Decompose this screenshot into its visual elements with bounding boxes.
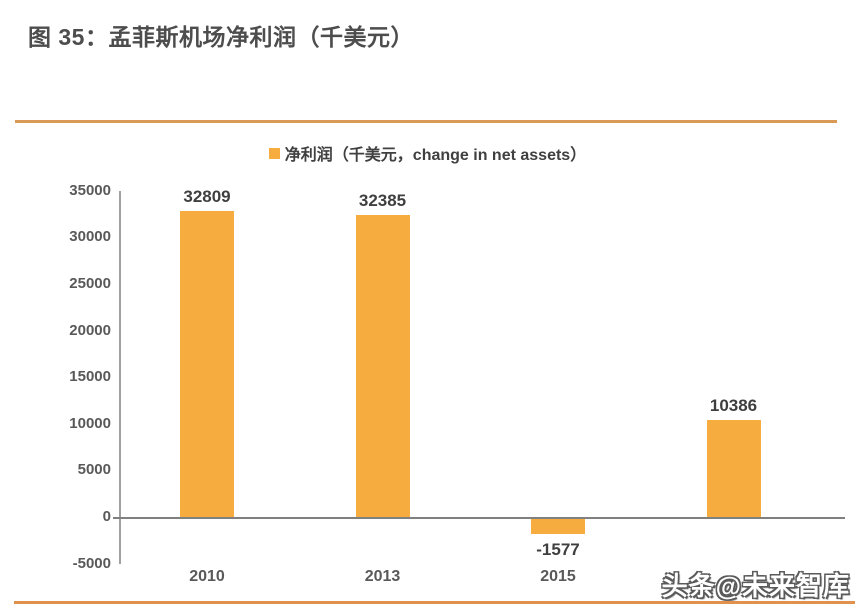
x-tick-label: 2013 bbox=[364, 568, 401, 585]
y-tick-label: 15000 bbox=[69, 368, 111, 386]
y-tick-label: 25000 bbox=[69, 275, 111, 292]
y-axis-line bbox=[119, 190, 121, 564]
watermark: 头条@未来智库 bbox=[661, 571, 850, 601]
bar bbox=[531, 519, 585, 534]
x-tick-label: 2010 bbox=[189, 568, 225, 585]
bottom-divider bbox=[14, 601, 855, 604]
y-tick-label: 30000 bbox=[69, 228, 111, 246]
bar bbox=[180, 211, 234, 517]
chart-legend: 净利润（千美元，change in net assets） bbox=[0, 141, 855, 165]
y-tick-label: 0 bbox=[102, 508, 111, 525]
y-tick-label: 20000 bbox=[69, 321, 111, 339]
bar bbox=[706, 420, 761, 517]
x-tick-label: 2015 bbox=[540, 568, 576, 585]
y-tick-label: 10000 bbox=[69, 414, 111, 432]
figure-title: 图 35：孟菲斯机场净利润（千美元） bbox=[28, 24, 414, 50]
legend-label: 净利润（千美元，change in net assets） bbox=[284, 147, 587, 164]
y-tick-label: -5000 bbox=[72, 554, 111, 572]
bar-value-label: 32809 bbox=[183, 187, 231, 207]
y-tick-label: 35000 bbox=[69, 181, 111, 199]
top-divider bbox=[15, 120, 837, 123]
bar-value-label: 10386 bbox=[709, 396, 758, 416]
bar-value-label: -1577 bbox=[536, 539, 580, 559]
x-axis-line bbox=[113, 517, 845, 519]
y-tick-label: 5000 bbox=[77, 461, 111, 479]
bar bbox=[355, 215, 410, 517]
legend-swatch-icon bbox=[268, 147, 280, 159]
bar-value-label: 32385 bbox=[358, 191, 407, 211]
